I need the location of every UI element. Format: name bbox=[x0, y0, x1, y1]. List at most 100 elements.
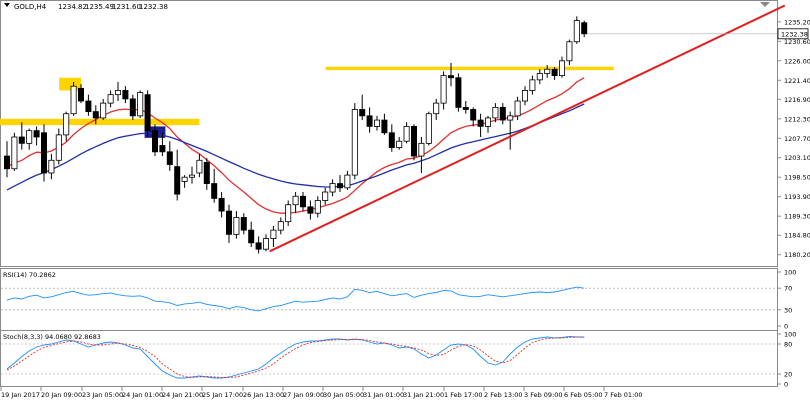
candle-body bbox=[573, 20, 580, 43]
time-tick-label: 25 Jan 17:00 bbox=[202, 391, 243, 399]
candle-body bbox=[433, 102, 440, 115]
candle-body bbox=[366, 115, 373, 127]
symbol-dropdown-icon[interactable] bbox=[4, 3, 10, 7]
stoch-main-line bbox=[6, 336, 585, 379]
time-tick-label: 26 Jan 13:00 bbox=[243, 391, 284, 399]
moving-average-slow-line bbox=[6, 103, 585, 191]
price-tick-label: 1230.60 bbox=[784, 38, 810, 46]
candle-body bbox=[225, 210, 232, 235]
time-tick-label: 20 Jan 09:00 bbox=[41, 391, 82, 399]
candle-body bbox=[166, 151, 173, 165]
price-tick-label: 1193.90 bbox=[784, 193, 810, 201]
price-tick-label: 1221.40 bbox=[784, 77, 810, 85]
candle-body bbox=[137, 92, 144, 117]
candle-body bbox=[551, 68, 558, 77]
candle-body bbox=[499, 106, 506, 121]
candle-body bbox=[248, 229, 255, 244]
trendline bbox=[269, 4, 786, 253]
candle-body bbox=[351, 109, 358, 176]
candle-body bbox=[159, 145, 166, 153]
candle-body bbox=[440, 75, 447, 104]
ohlc-low: 1231.60 bbox=[112, 3, 141, 11]
current-price-label: 1232.38 bbox=[781, 30, 808, 38]
candle-body bbox=[329, 183, 336, 193]
candle-body bbox=[410, 126, 417, 157]
candle-body bbox=[85, 100, 92, 113]
time-tick-label: 31 Jan 21:00 bbox=[403, 391, 444, 399]
candle-body bbox=[322, 191, 329, 201]
time-tick-label: 3 Feb 09:00 bbox=[524, 391, 563, 399]
candle-body bbox=[262, 238, 269, 250]
price-tick-label: 1184.80 bbox=[784, 232, 810, 240]
candle-body bbox=[26, 130, 33, 144]
candle-body bbox=[477, 119, 484, 127]
price-tick-label: 1203.10 bbox=[784, 154, 810, 162]
stoch-label: Stoch(8,3,3) 94.0680 92.8683 bbox=[3, 333, 101, 341]
price-tick-label: 1207.70 bbox=[784, 135, 810, 143]
candle-body bbox=[196, 159, 203, 174]
chart-shift-marker[interactable] bbox=[760, 2, 770, 7]
candle-body bbox=[292, 195, 299, 206]
rsi-tick-label: 100 bbox=[784, 269, 796, 277]
price-tick-label: 1235.20 bbox=[784, 18, 810, 26]
price-tick-label: 1180.20 bbox=[784, 251, 810, 259]
chart-symbol-timeframe: GOLD,H4 bbox=[14, 3, 47, 11]
candle-body bbox=[447, 75, 454, 79]
candle-body bbox=[455, 77, 462, 108]
rsi-main-line bbox=[6, 286, 585, 312]
candle-body bbox=[174, 166, 181, 195]
candle-body bbox=[18, 136, 25, 144]
candle-body bbox=[314, 200, 321, 214]
candle-body bbox=[240, 217, 247, 231]
candle-body bbox=[418, 142, 425, 157]
candle-body bbox=[396, 140, 403, 148]
candle-body bbox=[188, 174, 195, 178]
candle-body bbox=[107, 94, 114, 104]
candle-body bbox=[233, 217, 240, 235]
resistance-zone bbox=[59, 77, 81, 91]
candle-body bbox=[425, 113, 432, 144]
resistance-zone bbox=[0, 118, 200, 126]
ohlc-high: 1235.49 bbox=[85, 3, 114, 11]
candle-body bbox=[211, 183, 218, 199]
candle-body bbox=[218, 197, 225, 212]
time-tick-label: 2 Feb 13:00 bbox=[484, 391, 523, 399]
candle-body bbox=[307, 206, 314, 214]
candle-body bbox=[529, 79, 536, 91]
candle-body bbox=[122, 90, 129, 100]
candle-body bbox=[344, 174, 351, 189]
candle-body bbox=[144, 94, 151, 132]
candle-body bbox=[100, 102, 107, 119]
candle-body bbox=[129, 98, 136, 117]
candle-body bbox=[203, 161, 210, 184]
time-tick-label: 30 Jan 05:00 bbox=[323, 391, 364, 399]
candle-body bbox=[536, 73, 543, 81]
price-tick-label: 1216.90 bbox=[784, 96, 810, 104]
time-tick-label: 31 Jan 01:00 bbox=[363, 391, 404, 399]
candle-body bbox=[336, 183, 343, 189]
price-tick-label: 1198.50 bbox=[784, 174, 810, 182]
candle-body bbox=[581, 22, 588, 35]
candle-body bbox=[359, 109, 366, 117]
candle-body bbox=[484, 117, 491, 127]
stoch-tick-label: 0 bbox=[784, 381, 788, 389]
candle-body bbox=[566, 41, 573, 62]
candle-body bbox=[70, 85, 77, 115]
stoch-tick-label: 20 bbox=[784, 371, 792, 379]
candle-body bbox=[33, 130, 40, 138]
stoch-signal-line bbox=[6, 336, 585, 378]
candle-body bbox=[559, 60, 566, 77]
candle-body bbox=[181, 176, 188, 182]
price-tick-label: 1226.00 bbox=[784, 57, 810, 65]
candle-body bbox=[270, 229, 277, 239]
time-tick-label: 19 Jan 2017 bbox=[1, 391, 40, 399]
candle-body bbox=[115, 90, 122, 96]
time-tick-label: 1 Feb 17:00 bbox=[444, 391, 483, 399]
time-tick-label: 23 Jan 05:00 bbox=[82, 391, 123, 399]
candle-body bbox=[255, 242, 262, 250]
ohlc-close: 1232.38 bbox=[139, 3, 168, 11]
resistance-zone bbox=[325, 66, 614, 71]
time-tick-label: 24 Jan 21:00 bbox=[162, 391, 203, 399]
